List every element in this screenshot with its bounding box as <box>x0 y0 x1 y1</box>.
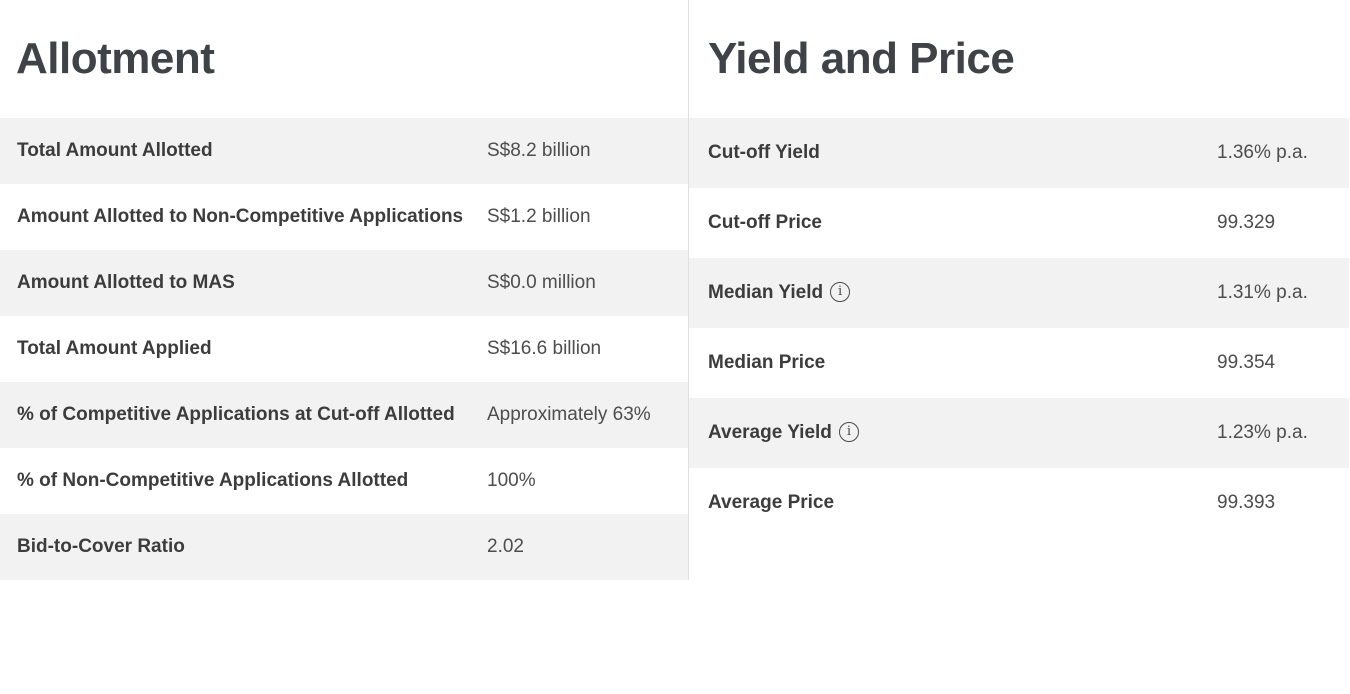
table-row: Median Price 99.354 <box>689 328 1349 398</box>
table-row: % of Non-Competitive Applications Allott… <box>0 448 688 514</box>
row-label: % of Non-Competitive Applications Allott… <box>17 470 409 491</box>
yield-and-price-panel: Yield and Price Cut-off Yield 1.36% p.a.… <box>689 0 1349 538</box>
row-label: Amount Allotted to Non-Competitive Appli… <box>17 206 464 227</box>
table-row: Median Yield i 1.31% p.a. <box>689 258 1349 328</box>
yield-and-price-table: Cut-off Yield 1.36% p.a. Cut-off Price 9… <box>689 118 1349 538</box>
table-row: Total Amount Applied S$16.6 billion <box>0 316 688 382</box>
row-label: Average Price <box>708 492 835 513</box>
row-label: Average Yield i <box>708 420 1217 446</box>
row-value: S$1.2 billion <box>487 206 591 227</box>
row-label-text: Average Yield <box>708 422 832 443</box>
table-row: % of Competitive Applications at Cut-off… <box>0 382 688 448</box>
yield-and-price-title: Yield and Price <box>708 34 1015 83</box>
table-row: Cut-off Yield 1.36% p.a. <box>689 118 1349 188</box>
row-value: 1.23% p.a. <box>1217 422 1308 443</box>
row-label: Median Yield i <box>708 280 1217 306</box>
allotment-panel: Allotment Total Amount Allotted S$8.2 bi… <box>0 0 689 580</box>
row-label: Cut-off Yield <box>708 142 820 163</box>
row-value: 1.36% p.a. <box>1217 142 1308 163</box>
row-value: S$0.0 million <box>487 272 596 293</box>
info-icon[interactable]: i <box>838 422 859 442</box>
row-value: 99.354 <box>1217 352 1276 373</box>
table-row: Total Amount Allotted S$8.2 billion <box>0 118 688 184</box>
row-label: Amount Allotted to MAS <box>17 272 235 293</box>
allotment-title: Allotment <box>16 34 215 83</box>
table-row: Average Price 99.393 <box>689 468 1349 538</box>
row-label: Total Amount Allotted <box>17 140 213 161</box>
row-value: 100% <box>487 470 536 491</box>
row-label: Total Amount Applied <box>17 338 212 359</box>
row-value: 99.329 <box>1217 212 1276 233</box>
table-row: Bid-to-Cover Ratio 2.02 <box>0 514 688 580</box>
table-row: Amount Allotted to MAS S$0.0 million <box>0 250 688 316</box>
row-value: 2.02 <box>487 536 524 557</box>
row-label: % of Competitive Applications at Cut-off… <box>17 404 455 425</box>
table-row: Cut-off Price 99.329 <box>689 188 1349 258</box>
row-value: S$8.2 billion <box>487 140 591 161</box>
row-value: S$16.6 billion <box>487 338 602 359</box>
row-label-text: Median Yield <box>708 282 824 303</box>
auction-results-page: Allotment Total Amount Allotted S$8.2 bi… <box>0 0 1349 580</box>
row-value: 1.31% p.a. <box>1217 282 1308 303</box>
row-label: Bid-to-Cover Ratio <box>17 536 185 557</box>
row-label: Cut-off Price <box>708 212 822 233</box>
allotment-table: Total Amount Allotted S$8.2 billion Amou… <box>0 118 688 580</box>
info-icon[interactable]: i <box>830 282 851 302</box>
table-row: Amount Allotted to Non-Competitive Appli… <box>0 184 688 250</box>
row-value: 99.393 <box>1217 492 1276 513</box>
row-label: Median Price <box>708 352 826 373</box>
table-row: Average Yield i 1.23% p.a. <box>689 398 1349 468</box>
row-value: Approximately 63% <box>487 404 651 425</box>
